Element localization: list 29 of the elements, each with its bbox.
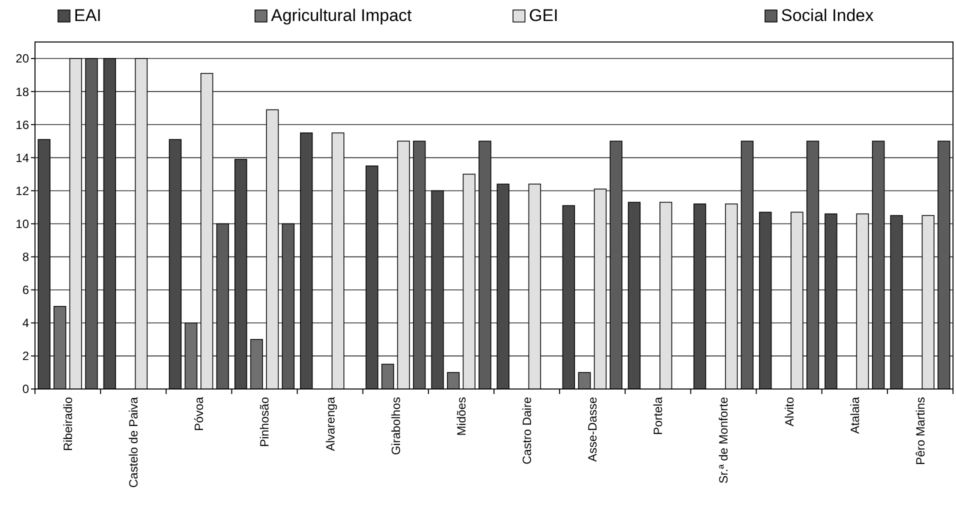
legend-label: Agricultural Impact [271, 6, 412, 25]
x-tick-label: Portela [651, 396, 666, 436]
x-tick-label: Sr.ª de Monforte [716, 396, 731, 484]
legend-label: EAI [74, 6, 102, 25]
y-tick-label: 14 [16, 150, 30, 165]
y-tick-label: 4 [22, 316, 30, 330]
x-tick-label: Midões [454, 397, 468, 436]
y-tick-label: 12 [16, 184, 30, 198]
y-tick-label: 0 [22, 382, 30, 396]
x-tick-label: Alvarenga [323, 396, 338, 452]
y-tick-label: 8 [22, 250, 30, 264]
legend-label: Social Index [781, 6, 874, 25]
y-tick-label: 2 [22, 349, 30, 364]
y-tick-label: 20 [16, 52, 30, 66]
y-tick-label: 18 [16, 84, 30, 99]
x-tick-label: Castro Daire [520, 396, 534, 464]
x-tick-label: Asse-Dasse [586, 396, 600, 462]
x-tick-label: Alvito [782, 396, 796, 426]
x-tick-label: Pinhosão [258, 396, 272, 448]
y-tick-label: 16 [16, 118, 30, 132]
y-tick-label: 6 [22, 283, 30, 298]
x-tick-label: Atalaia [848, 396, 862, 434]
legend-label: GEI [529, 6, 558, 25]
x-tick-label: Girabolhos [388, 397, 403, 456]
x-tick-label: Ribeiradio [60, 396, 75, 452]
x-tick-label: Póvoa [192, 396, 206, 432]
x-tick-label: Pêro Martins [913, 397, 928, 466]
x-tick-label: Castelo de Paiva [126, 396, 141, 488]
y-tick-label: 10 [16, 216, 30, 231]
